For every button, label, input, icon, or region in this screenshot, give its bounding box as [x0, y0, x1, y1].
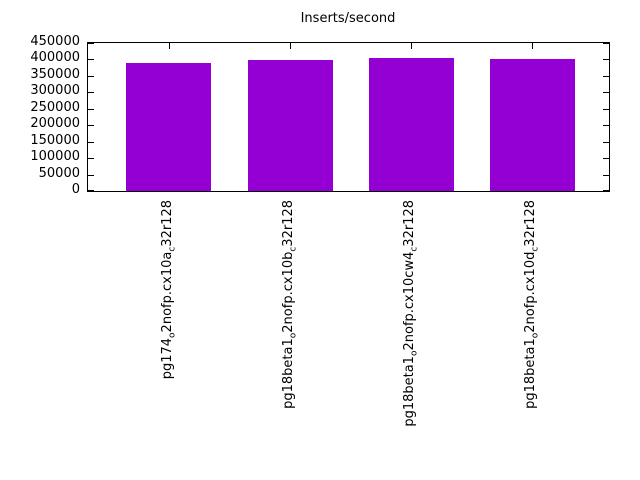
- x-tick-label-subscript: c: [530, 246, 541, 252]
- x-tick-label: pg18beta1o2nofp.cx10cw4c32r128: [402, 200, 420, 427]
- x-tick-label: pg174o2nofp.cx10ac32r128: [160, 200, 178, 380]
- bar: [248, 60, 333, 191]
- y-tick-mark: [88, 92, 94, 94]
- x-tick-label-subscript: o: [288, 332, 299, 339]
- x-tick-label: pg18beta1o2nofp.cx10dc32r128: [523, 200, 541, 409]
- y-tick-label: 100000: [30, 149, 80, 164]
- y-tick-mark: [88, 125, 94, 127]
- y-tick-mark: [603, 174, 609, 176]
- y-tick-label: 350000: [30, 67, 80, 82]
- y-tick-label: 300000: [30, 83, 80, 98]
- bar: [490, 59, 575, 191]
- chart-title: Inserts/second: [300, 11, 396, 26]
- x-tick-mark: [411, 43, 412, 49]
- y-tick-label: 150000: [30, 133, 80, 148]
- x-tick-mark: [532, 43, 533, 49]
- y-tick-mark: [603, 108, 609, 110]
- y-tick-mark: [88, 59, 94, 61]
- y-tick-label: 400000: [30, 50, 80, 65]
- y-tick-label: 50000: [38, 166, 80, 181]
- y-tick-mark: [88, 141, 94, 143]
- x-tick-label-subscript: o: [167, 332, 178, 338]
- x-tick-label-subscript: o: [530, 332, 541, 339]
- y-tick-mark: [603, 43, 609, 44]
- y-tick-label: 250000: [30, 100, 80, 115]
- y-tick-mark: [88, 75, 94, 77]
- x-tick-label: pg18beta1o2nofp.cx10bc32r128: [281, 200, 299, 409]
- x-tick-label-subscript: c: [288, 246, 299, 252]
- y-tick-mark: [88, 190, 94, 191]
- y-tick-mark: [603, 75, 609, 77]
- y-tick-label: 450000: [30, 34, 80, 49]
- y-tick-mark: [603, 190, 609, 191]
- x-tick-label-subscript: c: [409, 246, 420, 252]
- y-tick-mark: [88, 43, 94, 44]
- y-tick-mark: [603, 92, 609, 94]
- bar: [126, 63, 211, 191]
- y-tick-mark: [88, 108, 94, 110]
- y-tick-label: 0: [71, 182, 80, 197]
- x-tick-mark: [169, 43, 170, 49]
- y-tick-mark: [603, 158, 609, 160]
- x-tick-label-subscript: o: [409, 350, 420, 357]
- bar: [369, 58, 454, 191]
- y-tick-mark: [603, 141, 609, 143]
- x-tick-label-subscript: c: [167, 246, 178, 252]
- y-tick-mark: [88, 174, 94, 176]
- x-tick-mark: [290, 43, 291, 49]
- y-tick-mark: [88, 158, 94, 160]
- plot-area: [87, 42, 610, 192]
- y-tick-label: 200000: [30, 116, 80, 131]
- y-tick-mark: [603, 125, 609, 127]
- y-tick-mark: [603, 59, 609, 61]
